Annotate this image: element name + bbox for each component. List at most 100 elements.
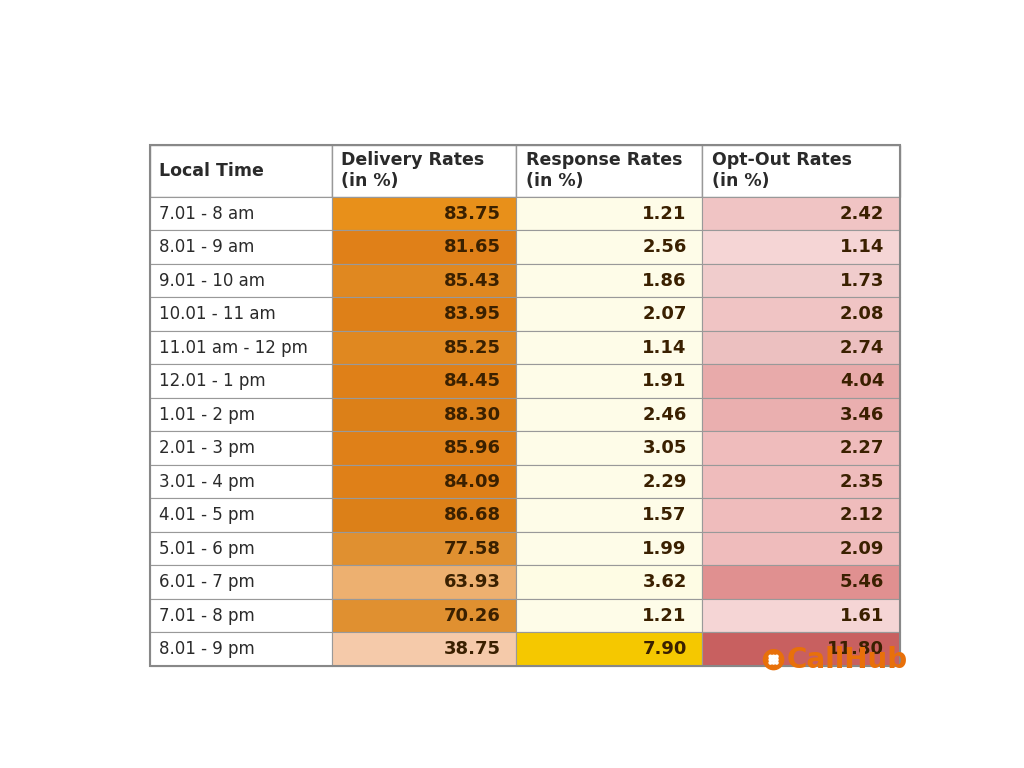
Bar <box>702 432 900 465</box>
Bar <box>150 432 332 465</box>
Text: 86.68: 86.68 <box>443 506 501 524</box>
Text: 84.09: 84.09 <box>443 472 501 491</box>
Bar <box>516 230 702 264</box>
Text: 11.80: 11.80 <box>827 640 885 658</box>
Text: 4.01 - 5 pm: 4.01 - 5 pm <box>159 506 255 524</box>
Text: 88.30: 88.30 <box>443 406 501 424</box>
Bar <box>516 432 702 465</box>
Bar <box>150 144 332 197</box>
Bar <box>702 197 900 230</box>
Text: 11.01 am - 12 pm: 11.01 am - 12 pm <box>159 339 308 356</box>
Bar <box>150 264 332 297</box>
Bar <box>702 565 900 599</box>
Text: 4.04: 4.04 <box>840 372 885 390</box>
Text: Opt-Out Rates
(in %): Opt-Out Rates (in %) <box>712 151 852 190</box>
Circle shape <box>769 658 772 661</box>
Bar <box>516 264 702 297</box>
Bar <box>150 230 332 264</box>
Bar <box>516 197 702 230</box>
Bar <box>332 197 516 230</box>
Bar <box>516 297 702 331</box>
Bar <box>332 144 516 197</box>
Text: 2.09: 2.09 <box>840 540 885 558</box>
Bar <box>150 632 332 666</box>
Text: 1.21: 1.21 <box>642 607 687 624</box>
Text: 1.91: 1.91 <box>642 372 687 390</box>
Text: 83.75: 83.75 <box>443 204 501 223</box>
Circle shape <box>775 655 778 658</box>
Bar <box>150 465 332 498</box>
Bar <box>332 398 516 432</box>
Text: 2.56: 2.56 <box>642 238 687 256</box>
Text: 81.65: 81.65 <box>443 238 501 256</box>
Text: 3.46: 3.46 <box>840 406 885 424</box>
Bar <box>150 364 332 398</box>
Text: 2.01 - 3 pm: 2.01 - 3 pm <box>159 439 255 457</box>
Bar <box>150 297 332 331</box>
Text: CallHub: CallHub <box>786 646 908 674</box>
Text: 3.01 - 4 pm: 3.01 - 4 pm <box>159 472 255 491</box>
Bar <box>516 565 702 599</box>
Circle shape <box>764 650 783 670</box>
Text: 38.75: 38.75 <box>443 640 501 658</box>
Text: 9.01 - 10 am: 9.01 - 10 am <box>159 272 265 290</box>
Text: 8.01 - 9 am: 8.01 - 9 am <box>159 238 254 256</box>
Text: 5.46: 5.46 <box>840 573 885 591</box>
Circle shape <box>769 655 772 658</box>
Text: 85.25: 85.25 <box>443 339 501 356</box>
Bar <box>332 331 516 364</box>
Bar <box>516 398 702 432</box>
Text: 6.01 - 7 pm: 6.01 - 7 pm <box>159 573 255 591</box>
Bar <box>702 599 900 632</box>
Bar <box>150 144 900 666</box>
Text: 1.61: 1.61 <box>840 607 885 624</box>
Circle shape <box>775 661 778 664</box>
Circle shape <box>775 658 778 661</box>
Text: 2.74: 2.74 <box>840 339 885 356</box>
Text: 2.12: 2.12 <box>840 506 885 524</box>
Text: 3.05: 3.05 <box>642 439 687 457</box>
Bar <box>516 599 702 632</box>
Text: 85.96: 85.96 <box>443 439 501 457</box>
Bar <box>702 297 900 331</box>
Bar <box>516 364 702 398</box>
Bar <box>516 632 702 666</box>
Text: 2.08: 2.08 <box>840 305 885 323</box>
Text: 2.42: 2.42 <box>840 204 885 223</box>
Circle shape <box>772 655 775 658</box>
Bar <box>332 599 516 632</box>
Bar <box>702 398 900 432</box>
Bar <box>332 531 516 565</box>
Bar <box>702 364 900 398</box>
Text: 1.73: 1.73 <box>840 272 885 290</box>
Bar <box>150 599 332 632</box>
Bar <box>332 432 516 465</box>
Text: 70.26: 70.26 <box>443 607 501 624</box>
Text: 1.14: 1.14 <box>840 238 885 256</box>
Bar <box>702 632 900 666</box>
Bar <box>516 144 702 197</box>
Text: 1.86: 1.86 <box>642 272 687 290</box>
Bar <box>702 465 900 498</box>
Text: 63.93: 63.93 <box>443 573 501 591</box>
Circle shape <box>772 658 775 661</box>
Text: 84.45: 84.45 <box>443 372 501 390</box>
Bar <box>150 498 332 531</box>
Text: 3.62: 3.62 <box>642 573 687 591</box>
Bar <box>150 565 332 599</box>
Text: 7.90: 7.90 <box>642 640 687 658</box>
Text: 1.57: 1.57 <box>642 506 687 524</box>
Bar <box>332 264 516 297</box>
Text: 77.58: 77.58 <box>443 540 501 558</box>
Bar <box>702 264 900 297</box>
Text: 2.07: 2.07 <box>642 305 687 323</box>
Bar <box>702 230 900 264</box>
Text: 83.95: 83.95 <box>443 305 501 323</box>
Bar <box>516 465 702 498</box>
Text: 1.01 - 2 pm: 1.01 - 2 pm <box>159 406 255 424</box>
Bar <box>150 531 332 565</box>
Text: 1.14: 1.14 <box>642 339 687 356</box>
Circle shape <box>772 661 775 664</box>
Text: 2.27: 2.27 <box>840 439 885 457</box>
Bar <box>332 565 516 599</box>
